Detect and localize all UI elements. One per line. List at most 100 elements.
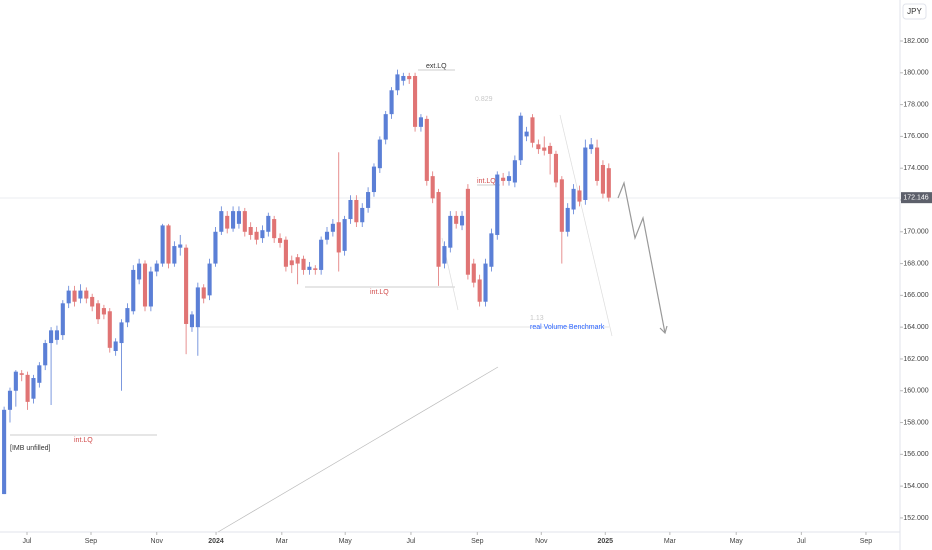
annotation: int.LQ [370, 289, 389, 296]
axes: 152.000 154.000 156.000 158.000 160.000 162.0… [23, 38, 932, 545]
candle-body [31, 378, 36, 399]
candle-body [260, 230, 265, 239]
candle-body [166, 225, 171, 264]
x-tick-label: 2024 [208, 538, 224, 545]
x-tick-label: Sep [471, 538, 484, 545]
candle-body [307, 266, 312, 270]
candle-body [107, 311, 112, 348]
annotation: int.LQ [74, 437, 93, 444]
candle-body [301, 258, 306, 270]
candle-body [60, 303, 65, 336]
candle-body [360, 207, 365, 223]
candle-body [72, 290, 77, 302]
candle-body [189, 314, 195, 328]
candle-body [383, 114, 388, 140]
candle-body [231, 211, 236, 229]
candle-body [477, 279, 482, 302]
candle-body [66, 290, 71, 304]
candle-body [272, 219, 277, 239]
candle-body [530, 117, 535, 143]
candle-body [559, 179, 564, 232]
candle-body [495, 174, 500, 235]
y-tick-label: 160.000 [903, 388, 928, 395]
x-tick-label: Sep [860, 538, 873, 545]
candles [2, 69, 611, 495]
candle-body [254, 231, 259, 240]
currency-box[interactable] [902, 3, 927, 20]
annotation: ext.LQ [426, 63, 447, 70]
candle-body [595, 147, 600, 181]
x-tick-label: Nov [151, 538, 164, 545]
candle-body [459, 215, 465, 226]
x-tick-label: Mar [664, 538, 677, 545]
candle-body [37, 365, 42, 383]
last-price-label: 172.146 [903, 195, 928, 202]
candle-body [277, 238, 283, 243]
y-tick-label: 182.000 [903, 38, 928, 45]
y-tick-label: 168.000 [903, 260, 928, 267]
fib-line [559, 114, 613, 337]
candle-body [389, 90, 394, 115]
y-tick-label: 162.000 [903, 356, 928, 363]
x-tick-label: Jul [797, 538, 806, 545]
candle-body [377, 139, 382, 169]
y-tick-label: 154.000 [903, 483, 928, 490]
candle-body [90, 296, 95, 307]
y-tick-label: 176.000 [903, 133, 928, 140]
candle-body [371, 166, 377, 193]
candle-body [154, 263, 159, 272]
candle-body [471, 263, 476, 283]
projection-arrow [659, 325, 668, 335]
candle-body [289, 260, 294, 266]
candle-body [454, 215, 459, 224]
candle-body [442, 246, 447, 264]
candle-body [336, 222, 341, 253]
candle-body [113, 341, 118, 352]
candle-body [424, 118, 429, 181]
candle-body [49, 330, 54, 344]
x-tick-label: May [339, 538, 353, 545]
y-tick-label: 174.000 [903, 165, 928, 172]
candle-body [2, 409, 7, 495]
candle-body [7, 390, 13, 410]
candle-body [548, 145, 553, 154]
candle-body [524, 131, 529, 137]
candle-body [395, 74, 400, 91]
candle-body [266, 215, 271, 232]
candle-body [207, 263, 212, 296]
candle-body [418, 117, 423, 127]
candle-body [178, 244, 183, 248]
candle-body [483, 263, 488, 302]
y-tick-label: 158.000 [903, 419, 928, 426]
candle-body [283, 239, 288, 267]
candle-body [565, 207, 570, 232]
x-tick-label: Jul [406, 538, 415, 545]
candle-body [542, 147, 547, 151]
y-tick-label: 170.000 [903, 229, 928, 236]
x-tick-label: 2025 [597, 538, 613, 545]
candle-body [201, 287, 206, 299]
candle-body [600, 165, 605, 194]
candle-body [501, 177, 506, 181]
candle-body [84, 290, 89, 299]
candle-body [506, 176, 512, 181]
candle-body [577, 190, 582, 202]
candle-body [413, 75, 418, 127]
candle-body [589, 144, 594, 150]
candle-body [330, 223, 335, 232]
last-price-box [901, 192, 932, 204]
candle-body [465, 188, 470, 275]
y-tick-label: 164.000 [903, 324, 928, 331]
candle-body [125, 308, 130, 323]
candle-body [119, 322, 124, 344]
y-tick-label: 178.000 [903, 101, 928, 108]
candle-body [101, 308, 106, 315]
candle-body [430, 176, 435, 199]
x-tick-label: Jul [23, 538, 32, 545]
candle-body [436, 192, 441, 267]
y-tick-label: 180.000 [903, 70, 928, 77]
y-tick-label: 152.000 [903, 515, 928, 522]
candle-body [160, 225, 165, 264]
candle-body [553, 153, 559, 183]
